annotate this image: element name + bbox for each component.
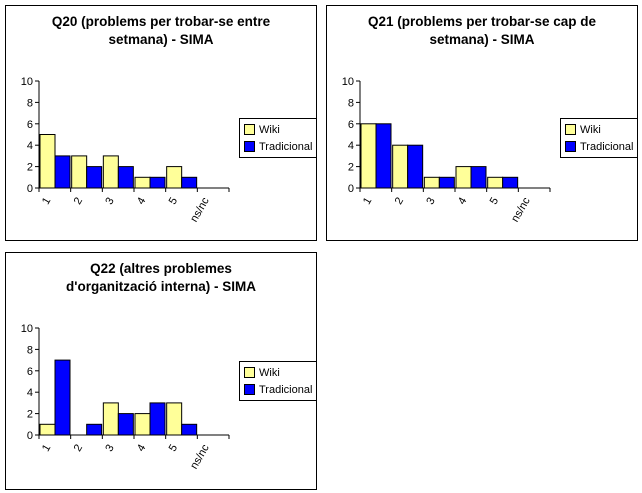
legend-item-tradicional: Tradicional [244,138,312,155]
y-tick-label: 10 [21,323,33,335]
x-tick-label: 4 [456,196,469,207]
bar-wiki [39,134,56,189]
legend-swatch [565,124,576,135]
y-tick-label: 10 [21,76,33,88]
chart-panel-q21: Q21 (problems per trobar-se cap de setman… [326,5,639,241]
x-tick-label: 3 [424,196,437,207]
bar-tradicional [181,176,198,189]
y-tick-label: 4 [27,140,33,152]
bar-wiki [71,155,88,189]
bar-tradicional [438,176,455,189]
y-tick-label: 4 [348,140,354,152]
legend-label: Tradicional [580,140,634,153]
chart-svg: Q20 (problems per trobar-se entre setmana… [21,14,271,224]
y-tick-label: 0 [27,430,33,442]
bar-wiki [166,166,183,189]
x-tick-label: 4 [135,443,148,454]
y-tick-label: 0 [348,183,354,195]
y-tick-label: 6 [27,366,33,378]
chart-title-line: setmana) - SIMA [429,32,534,47]
legend: Wiki Tradicional [239,118,318,158]
legend-item-wiki: Wiki [244,364,312,381]
x-tick-label: ns/nc [509,195,533,224]
x-tick-label: ns/nc [188,442,212,471]
legend-label: Wiki [259,123,280,136]
legend-label: Wiki [259,366,280,379]
chart-title-line: Q20 (problems per trobar-se entre [52,14,271,29]
legend: Wiki Tradicional [560,118,639,158]
legend: Wiki Tradicional [239,361,318,401]
x-tick-label: 4 [135,196,148,207]
bar-wiki [392,144,409,189]
bar-tradicional [117,413,134,436]
chart-title-line: Q22 (altres problemes [90,261,232,276]
legend-swatch [244,367,255,378]
x-tick-label: 2 [72,443,85,454]
y-tick-label: 8 [27,344,33,356]
x-tick-label: 2 [393,196,406,207]
bar-tradicional [86,423,103,436]
x-tick-label: 1 [361,196,374,207]
y-tick-label: 6 [348,119,354,131]
bar-wiki [423,176,440,189]
bar-tradicional [502,176,519,189]
y-tick-label: 4 [27,387,33,399]
bar-wiki [134,413,151,436]
legend-swatch [244,141,255,152]
chart-svg: Q22 (altres problemes d'organització inte… [21,261,256,471]
x-tick-label: 3 [103,196,116,207]
legend-label: Tradicional [259,140,313,153]
x-tick-label: 1 [40,443,53,454]
y-tick-label: 8 [27,97,33,109]
x-tick-label: 5 [167,196,180,207]
x-tick-label: 5 [167,443,180,454]
x-tick-label: 3 [103,443,116,454]
x-tick-label: 2 [72,196,85,207]
y-tick-label: 6 [27,119,33,131]
x-tick-label: 5 [488,196,501,207]
bar-wiki [487,176,504,189]
bar-tradicional [181,423,198,436]
legend-item-wiki: Wiki [244,121,312,138]
bar-wiki [39,423,56,436]
bar-tradicional [54,155,71,189]
y-tick-label: 2 [348,162,354,174]
x-tick-label: ns/nc [188,195,212,224]
y-tick-label: 8 [348,97,354,109]
legend-label: Wiki [580,123,601,136]
chart-title-line: d'organització interna) - SIMA [66,279,256,294]
bar-wiki [102,402,119,436]
bar-tradicional [407,144,424,189]
x-tick-label: 1 [40,196,53,207]
bar-tradicional [117,166,134,189]
legend-swatch [565,141,576,152]
chart-title-line: Q21 (problems per trobar-se cap de [368,14,597,29]
legend-swatch [244,124,255,135]
legend-item-tradicional: Tradicional [565,138,633,155]
bar-tradicional [149,176,166,189]
legend-item-tradicional: Tradicional [244,381,312,398]
chart-panel-q20: Q20 (problems per trobar-se entre setmana… [5,5,318,241]
legend-item-wiki: Wiki [565,121,633,138]
bar-tradicional [54,359,71,436]
bar-wiki [360,123,377,189]
y-tick-label: 2 [27,162,33,174]
y-tick-label: 10 [342,76,354,88]
bar-wiki [134,176,151,189]
bar-tradicional [149,402,166,436]
bar-wiki [455,166,472,189]
bar-tradicional [86,166,103,189]
bar-wiki [166,402,183,436]
legend-label: Tradicional [259,383,313,396]
chart-svg: Q21 (problems per trobar-se cap de setman… [342,14,597,224]
bar-tradicional [470,166,487,189]
chart-panel-q22: Q22 (altres problemes d'organització inte… [5,252,318,490]
y-tick-label: 2 [27,409,33,421]
bar-wiki [102,155,119,189]
bar-tradicional [375,123,392,189]
chart-title-line: setmana) - SIMA [108,32,213,47]
y-tick-label: 0 [27,183,33,195]
legend-swatch [244,384,255,395]
